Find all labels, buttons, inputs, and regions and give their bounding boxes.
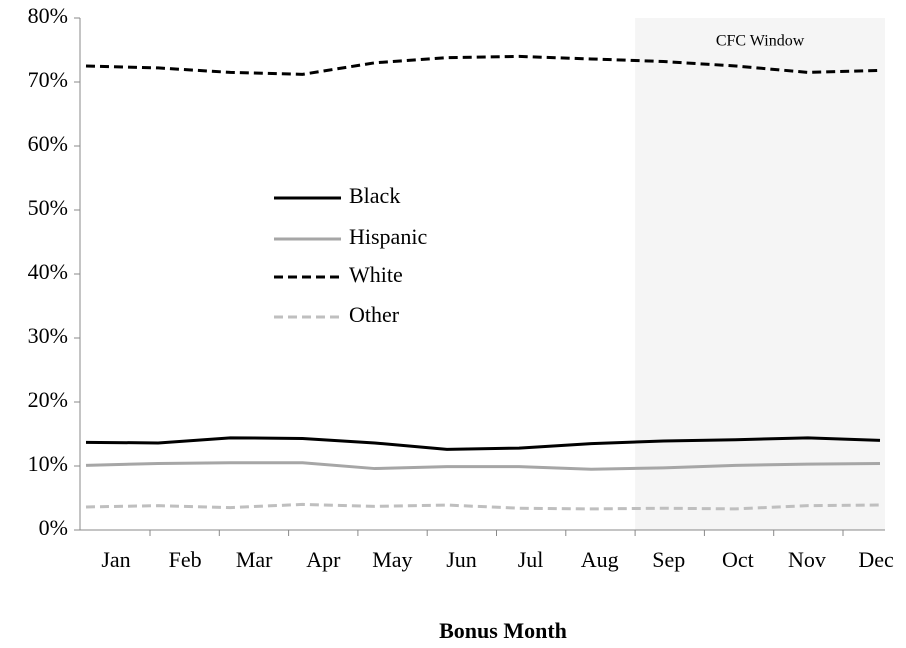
y-tick-label: 40% bbox=[28, 259, 68, 284]
x-tick-label: Mar bbox=[236, 547, 273, 572]
legend-label: Hispanic bbox=[349, 224, 427, 249]
x-tick-label: Feb bbox=[169, 547, 202, 572]
y-tick-label: 0% bbox=[39, 515, 68, 540]
series-line bbox=[85, 461, 881, 471]
x-tick-label: Jan bbox=[101, 547, 130, 572]
legend-label: White bbox=[349, 262, 403, 287]
series-line bbox=[85, 502, 881, 511]
x-tick-label: Oct bbox=[722, 547, 754, 572]
x-tick-label: Dec bbox=[858, 547, 894, 572]
x-tick-label: Jun bbox=[446, 547, 477, 572]
y-tick-label: 50% bbox=[28, 195, 68, 220]
y-tick-label: 80% bbox=[28, 3, 68, 28]
x-tick-label: May bbox=[372, 547, 412, 572]
x-tick-label: Sep bbox=[652, 547, 685, 572]
x-tick-label: Nov bbox=[788, 547, 826, 572]
legend-label: Other bbox=[349, 302, 400, 327]
shaded-window bbox=[635, 18, 885, 530]
x-tick-label: Aug bbox=[581, 547, 619, 572]
x-tick-label: Apr bbox=[306, 547, 341, 572]
y-tick-label: 60% bbox=[28, 131, 68, 156]
x-axis-title: Bonus Month bbox=[439, 618, 567, 643]
y-tick-label: 10% bbox=[28, 451, 68, 476]
series-line bbox=[85, 436, 881, 451]
y-tick-label: 30% bbox=[28, 323, 68, 348]
window-label: CFC Window bbox=[716, 33, 805, 50]
legend-label: Black bbox=[349, 183, 400, 208]
y-tick-label: 20% bbox=[28, 387, 68, 412]
y-tick-label: 70% bbox=[28, 67, 68, 92]
x-tick-label: Jul bbox=[518, 547, 544, 572]
series-line bbox=[85, 54, 881, 76]
